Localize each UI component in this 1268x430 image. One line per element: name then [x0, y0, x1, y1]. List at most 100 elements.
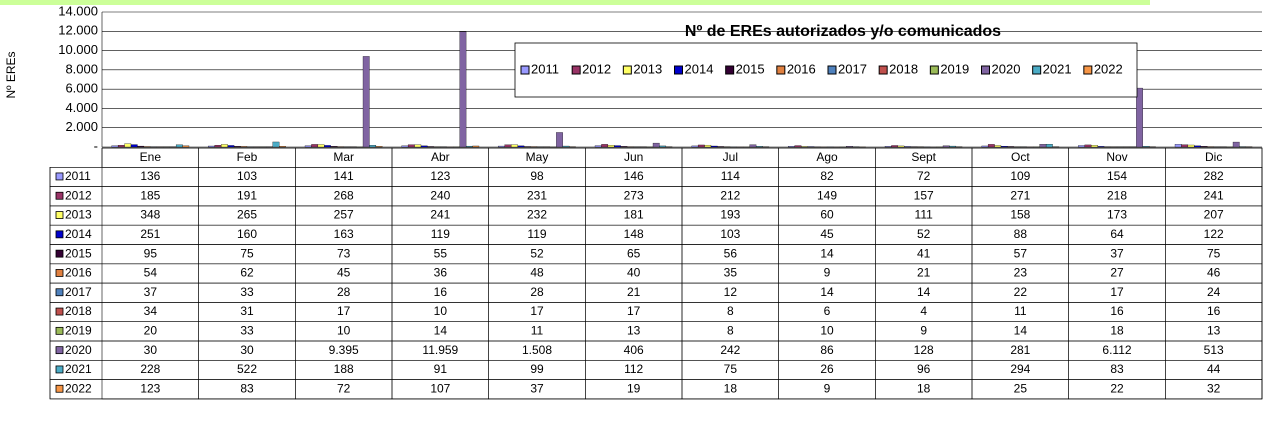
table-key — [55, 365, 64, 374]
bar — [137, 145, 145, 148]
table-value: 88 — [1014, 227, 1028, 241]
bar — [691, 145, 699, 148]
bar — [794, 145, 802, 148]
bar — [304, 145, 312, 148]
bar — [511, 144, 518, 148]
table-value: 251 — [140, 227, 160, 241]
legend-label: 2017 — [838, 61, 867, 76]
table-row-label: 2018 — [65, 304, 92, 318]
bar — [601, 144, 609, 148]
table-value: 109 — [1010, 169, 1030, 183]
legend-swatch — [1083, 65, 1093, 75]
bar — [369, 145, 377, 148]
table-value: 148 — [624, 227, 644, 241]
legend-swatch — [776, 65, 786, 75]
y-tick-label: 2.000 — [65, 119, 98, 134]
bar — [994, 145, 1002, 148]
table-key — [55, 384, 64, 393]
table-value: 281 — [1010, 343, 1030, 357]
bar — [130, 144, 138, 148]
bar — [208, 145, 215, 148]
table-value: 522 — [237, 362, 257, 376]
table-header: Jun — [624, 150, 643, 164]
bar — [523, 146, 531, 148]
table-value: 57 — [1014, 246, 1028, 260]
table-value: 14 — [1014, 324, 1028, 338]
table-key — [55, 269, 64, 277]
bar — [884, 146, 892, 148]
table-value: 22 — [1014, 285, 1028, 299]
table-value: 18 — [917, 381, 931, 395]
table-value: 9.395 — [329, 343, 359, 357]
table-value: 18 — [724, 381, 738, 395]
table-value: 99 — [530, 362, 544, 376]
table-value: 181 — [624, 208, 644, 222]
table-value: 282 — [1204, 169, 1224, 183]
table-value: 34 — [144, 304, 158, 318]
bar — [717, 146, 725, 148]
bar — [788, 146, 795, 148]
legend-label: 2016 — [787, 61, 816, 76]
legend-label: 2015 — [736, 61, 765, 76]
bar — [1039, 144, 1047, 148]
table-value: 45 — [337, 266, 351, 280]
legend-swatch — [622, 65, 632, 75]
table-value: 60 — [820, 208, 834, 222]
table-value: 17 — [337, 304, 351, 318]
table-value: 146 — [624, 169, 644, 183]
table-key — [55, 326, 64, 335]
legend-label: 2021 — [1043, 61, 1072, 76]
bar — [117, 145, 125, 148]
table-value: 9 — [920, 324, 927, 338]
table-value: 154 — [1107, 169, 1127, 183]
bar — [498, 145, 505, 148]
table-value: 9 — [824, 266, 831, 280]
table-value: 4 — [920, 304, 927, 318]
table-value: 12 — [724, 285, 738, 299]
legend-label: 2019 — [940, 61, 969, 76]
legend-label: 2020 — [992, 61, 1021, 76]
legend-swatch — [571, 65, 581, 75]
table-value: 128 — [914, 343, 934, 357]
table-value: 37 — [530, 381, 544, 395]
table-value: 141 — [334, 169, 354, 183]
bar — [710, 145, 718, 148]
bar — [362, 56, 370, 148]
table-value: 11 — [531, 324, 544, 338]
bar — [1142, 146, 1150, 148]
table-key — [55, 249, 64, 258]
table-value: 86 — [820, 343, 834, 357]
bar — [459, 31, 467, 148]
bar — [465, 145, 473, 148]
legend-swatch — [878, 65, 888, 75]
table-value: 158 — [1010, 208, 1030, 222]
table-value: 52 — [530, 246, 544, 260]
table-value: 22 — [1110, 381, 1124, 395]
legend-swatch — [520, 65, 530, 75]
y-axis-label: Nº EREs — [4, 51, 18, 98]
table-value: 30 — [240, 343, 254, 357]
y-tick-label: 4.000 — [65, 100, 98, 115]
table-value: 30 — [144, 343, 158, 357]
bar — [942, 145, 950, 148]
table-value: 27 — [1110, 266, 1124, 280]
table-header: Oct — [1011, 150, 1030, 164]
table-value: 268 — [334, 188, 354, 202]
bar — [427, 146, 435, 148]
table-row-label: 2015 — [65, 246, 92, 260]
table-value: 13 — [1207, 324, 1221, 338]
table-value: 9 — [824, 381, 831, 395]
bar — [1174, 144, 1182, 148]
table-value: 173 — [1107, 208, 1127, 222]
table-value: 19 — [627, 381, 641, 395]
legend-swatch — [981, 65, 990, 75]
bar — [987, 144, 995, 148]
table-value: 98 — [530, 169, 544, 183]
table-value: 17 — [1110, 285, 1124, 299]
table-value: 32 — [1207, 381, 1221, 395]
table-value: 207 — [1204, 208, 1224, 222]
bar — [407, 144, 415, 148]
table-value: 14 — [820, 285, 834, 299]
table-key — [55, 288, 64, 297]
table-value: 11.959 — [422, 343, 458, 357]
